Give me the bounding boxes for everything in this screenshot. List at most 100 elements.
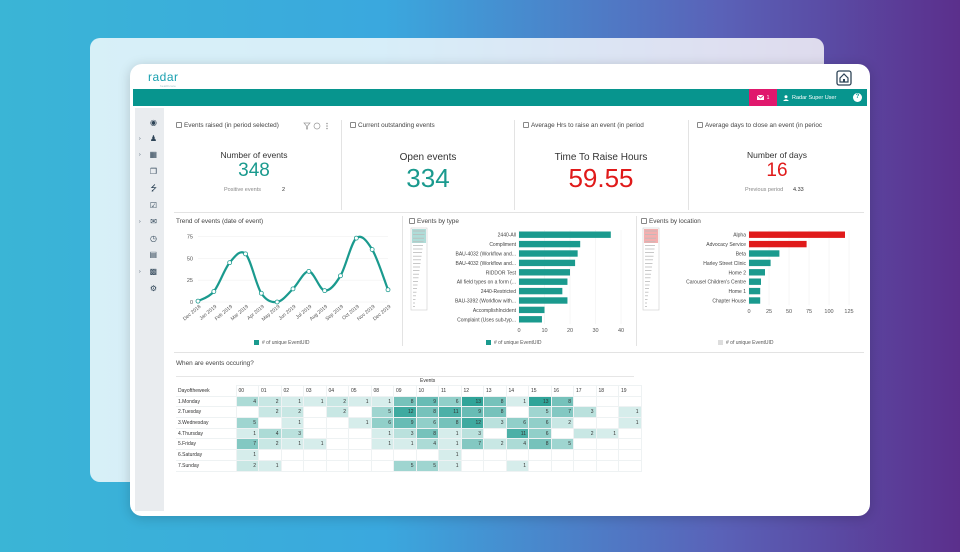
heatmap-cell[interactable]: 1 xyxy=(280,395,304,408)
heatmap-cell[interactable] xyxy=(595,449,619,461)
brand-logo[interactable]: radar healthcare xyxy=(148,70,179,88)
heatmap-cell[interactable]: 1 xyxy=(438,427,462,440)
heatmap-cell[interactable]: 8 xyxy=(438,417,462,429)
heatmap-cell[interactable] xyxy=(393,449,417,461)
bolt-icon[interactable]: ⭍ xyxy=(150,184,157,193)
heatmap-cell[interactable] xyxy=(595,459,619,472)
heatmap-cell[interactable] xyxy=(280,449,304,461)
heatmap-cell[interactable]: 6 xyxy=(505,417,529,429)
heatmap-cell[interactable]: 6 xyxy=(438,395,462,408)
heatmap-cell[interactable] xyxy=(348,459,372,472)
heatmap-cell[interactable]: 8 xyxy=(528,438,552,451)
events-by-location-chart[interactable]: 0 25 50 75 100 125 Alpha Advocacy Service Beta Ha… xyxy=(641,226,866,336)
heatmap-cell[interactable]: 1 xyxy=(618,406,642,419)
heatmap-cell[interactable]: 1 xyxy=(258,459,282,472)
heatmap-cell[interactable]: 3 xyxy=(483,417,507,429)
heatmap-cell[interactable] xyxy=(325,449,349,461)
heatmap-cell[interactable] xyxy=(595,406,619,419)
heatmap-cell[interactable]: 5 xyxy=(235,417,259,429)
heatmap-cell[interactable] xyxy=(348,427,372,440)
heatmap-cell[interactable]: 1 xyxy=(438,438,462,451)
heatmap-cell[interactable]: 11 xyxy=(438,406,462,419)
heatmap-cell[interactable]: 5 xyxy=(370,406,394,419)
heatmap-cell[interactable] xyxy=(550,427,574,440)
heatmap-cell[interactable] xyxy=(460,459,484,472)
heatmap-cell[interactable] xyxy=(483,449,507,461)
heatmap-cell[interactable]: 2 xyxy=(550,417,574,429)
heatmap-cell[interactable]: 1 xyxy=(618,417,642,429)
dashboard-icon[interactable]: ◉ xyxy=(150,118,157,127)
heatmap-cell[interactable]: 2 xyxy=(325,406,349,419)
documents-icon[interactable]: ❐ xyxy=(149,167,157,176)
sidebar-item-messages[interactable]: › ✉ xyxy=(139,217,157,227)
heatmap-cell[interactable]: 2 xyxy=(258,438,282,451)
heatmap-cell[interactable] xyxy=(370,459,394,472)
heatmap-cell[interactable]: 4 xyxy=(415,438,439,451)
heatmap-cell[interactable] xyxy=(595,417,619,429)
heatmap-cell[interactable]: 1 xyxy=(235,449,259,461)
heatmap-cell[interactable] xyxy=(528,459,552,472)
heatmap-cell[interactable]: 8 xyxy=(483,406,507,419)
heatmap-cell[interactable] xyxy=(325,417,349,429)
book-icon[interactable]: ▤ xyxy=(149,250,157,259)
heatmap-cell[interactable] xyxy=(595,438,619,451)
heatmap-cell[interactable]: 8 xyxy=(483,395,507,408)
heatmap-cell[interactable]: 1 xyxy=(505,459,529,472)
heatmap-cell[interactable]: 2 xyxy=(325,395,349,408)
heatmap-table[interactable]: Dayoftheweek 00 01 02 03 04 05 08 09 10 11 12 13 14 15… xyxy=(176,385,642,472)
heatmap-cell[interactable] xyxy=(325,427,349,440)
heatmap-cell[interactable] xyxy=(618,449,642,461)
heatmap-cell[interactable]: 2 xyxy=(258,395,282,408)
heatmap-cell[interactable] xyxy=(235,406,259,419)
heatmap-cell[interactable] xyxy=(528,449,552,461)
heatmap-cell[interactable]: 8 xyxy=(415,406,439,419)
kpi-card-outstanding[interactable]: Current outstanding events Open events 3… xyxy=(342,108,514,208)
heatmap-cell[interactable]: 3 xyxy=(280,427,304,440)
heatmap-cell[interactable] xyxy=(303,459,327,472)
heatmap-cell[interactable]: 6 xyxy=(415,417,439,429)
heatmap-cell[interactable] xyxy=(303,406,327,419)
heatmap-cell[interactable]: 4 xyxy=(258,427,282,440)
heatmap-cell[interactable]: 4 xyxy=(505,438,529,451)
heatmap-cell[interactable] xyxy=(618,395,642,408)
sidebar-item-users[interactable]: › ♟ xyxy=(139,134,157,144)
heatmap-cell[interactable]: 3 xyxy=(460,427,484,440)
heatmap-cell[interactable] xyxy=(460,449,484,461)
heatmap-cell[interactable]: 8 xyxy=(550,395,574,408)
heatmap-cell[interactable]: 5 xyxy=(550,438,574,451)
heatmap-cell[interactable]: 6 xyxy=(370,417,394,429)
heatmap-cell[interactable]: 2 xyxy=(483,438,507,451)
heatmap-cell[interactable]: 2 xyxy=(573,427,597,440)
heatmap-cell[interactable]: 13 xyxy=(460,395,484,408)
heatmap-cell[interactable]: 1 xyxy=(370,427,394,440)
heatmap-cell[interactable]: 5 xyxy=(393,459,417,472)
heatmap-cell[interactable] xyxy=(325,459,349,472)
heatmap-cell[interactable]: 11 xyxy=(505,427,529,440)
heatmap-cell[interactable]: 1 xyxy=(303,438,327,451)
heatmap-cell[interactable] xyxy=(303,427,327,440)
heatmap-cell[interactable]: 1 xyxy=(280,438,304,451)
heatmap-cell[interactable] xyxy=(415,449,439,461)
heatmap-cell[interactable]: 8 xyxy=(393,395,417,408)
heatmap-cell[interactable] xyxy=(348,449,372,461)
heatmap-cell[interactable] xyxy=(325,438,349,451)
heatmap-cell[interactable]: 1 xyxy=(595,427,619,440)
heatmap-cell[interactable] xyxy=(618,427,642,440)
heatmap-cell[interactable]: 9 xyxy=(393,417,417,429)
heatmap-cell[interactable]: 7 xyxy=(235,438,259,451)
heatmap-cell[interactable]: 9 xyxy=(460,406,484,419)
heatmap-cell[interactable] xyxy=(348,438,372,451)
heatmap-cell[interactable]: 1 xyxy=(370,395,394,408)
heatmap-cell[interactable]: 2 xyxy=(280,406,304,419)
heatmap-cell[interactable] xyxy=(370,449,394,461)
heatmap-cell[interactable]: 12 xyxy=(460,417,484,429)
heatmap-cell[interactable]: 6 xyxy=(528,417,552,429)
heatmap-cell[interactable]: 2 xyxy=(258,406,282,419)
heatmap-cell[interactable]: 7 xyxy=(460,438,484,451)
heatmap-cell[interactable]: 8 xyxy=(415,427,439,440)
kpi-toolbar[interactable] xyxy=(303,122,333,130)
heatmap-cell[interactable] xyxy=(573,449,597,461)
heatmap-cell[interactable] xyxy=(483,427,507,440)
heatmap-cell[interactable] xyxy=(573,417,597,429)
